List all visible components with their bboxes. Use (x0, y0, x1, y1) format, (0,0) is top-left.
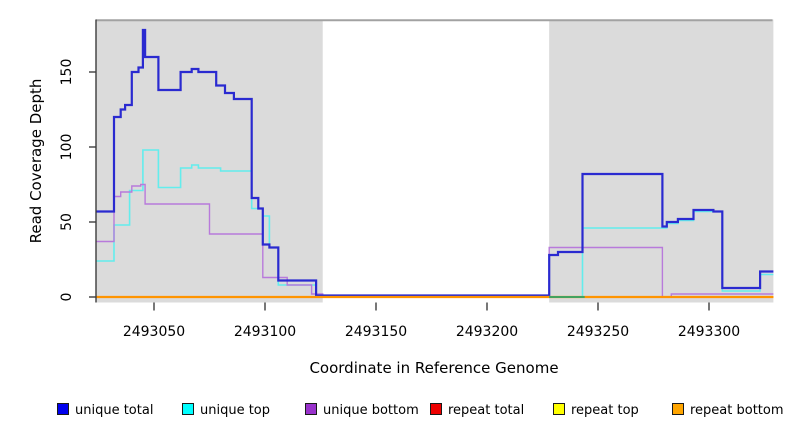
y-axis-title: Read Coverage Depth (27, 78, 45, 244)
y-tick-label-3: 150 (59, 59, 75, 86)
legend-item-repeat-top: repeat top (553, 399, 639, 418)
legend-label-repeat-top: repeat top (571, 403, 639, 418)
legend-swatch-unique-total (57, 403, 69, 415)
legend-swatch-repeat-top (553, 403, 565, 415)
legend-swatch-unique-bottom (305, 403, 317, 415)
x-tick-label-5: 2493300 (678, 324, 740, 340)
legend-swatch-unique-top (182, 403, 194, 415)
legend-item-repeat-bottom: repeat bottom (672, 399, 784, 418)
x-tick-label-2: 2493150 (345, 324, 407, 340)
x-tick-label-0: 2493050 (123, 324, 185, 340)
legend-label-unique-bottom: unique bottom (323, 403, 419, 418)
shaded-region-1 (549, 19, 774, 303)
x-tick-label-4: 2493250 (567, 324, 629, 340)
y-tick-label-0: 0 (59, 293, 75, 302)
series-unique-total (96, 28, 774, 297)
series-unique-bottom (96, 183, 774, 298)
x-tick-label-3: 2493200 (456, 324, 518, 340)
legend-item-unique-bottom: unique bottom (305, 399, 419, 418)
legend-label-repeat-total: repeat total (448, 403, 525, 418)
y-tick-label-2: 100 (59, 134, 75, 161)
legend-label-unique-total: unique total (75, 403, 154, 418)
legend-item-unique-top: unique top (182, 399, 271, 418)
legend-label-repeat-bottom: repeat bottom (690, 403, 784, 418)
legend: unique total unique top unique bottom repea… (0, 399, 792, 421)
legend-swatch-repeat-bottom (672, 403, 684, 415)
y-tick-label-1: 50 (59, 213, 75, 231)
legend-swatch-repeat-total (430, 403, 442, 415)
shaded-region-0 (96, 19, 323, 303)
x-tick-label-1: 2493100 (234, 324, 296, 340)
legend-item-unique-total: unique total (57, 399, 154, 418)
x-axis-title: Coordinate in Reference Genome (309, 359, 559, 377)
legend-item-repeat-total: repeat total (430, 399, 525, 418)
legend-label-unique-top: unique top (200, 403, 271, 418)
